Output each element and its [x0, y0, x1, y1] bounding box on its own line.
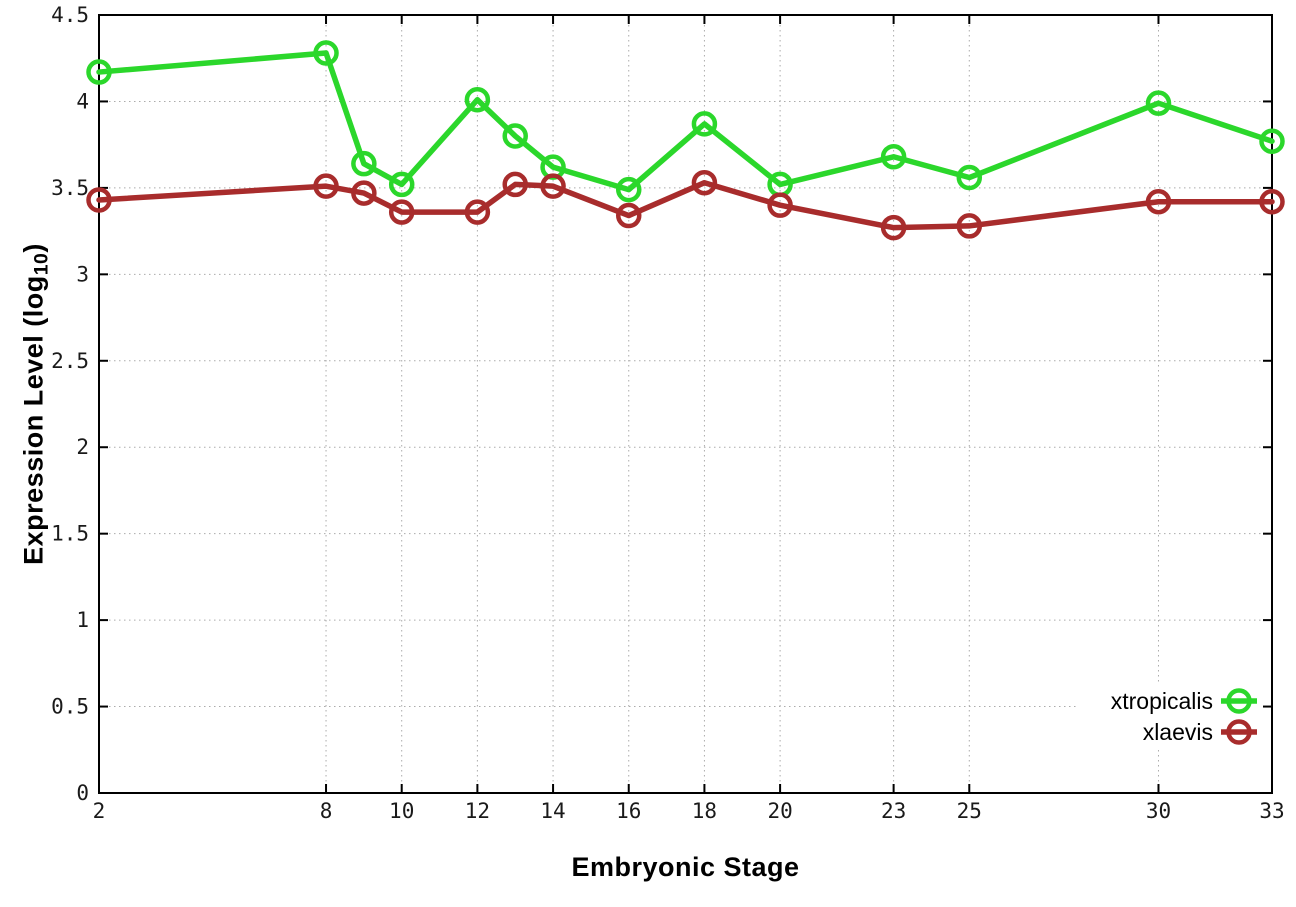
x-tick-label: 12 — [465, 799, 490, 823]
data-point-marker-xlaevis — [880, 214, 907, 241]
series-line-xlaevis — [96, 179, 1275, 231]
data-point-marker-xlaevis — [540, 173, 566, 199]
y-tick-label: 3 — [76, 262, 89, 286]
y-tick-label: 4 — [76, 89, 89, 113]
legend-label-xtropicalis: xtropicalis — [1111, 688, 1213, 714]
y-tick-label: 1.5 — [51, 522, 89, 546]
data-point-marker-xtropicalis — [86, 59, 112, 85]
data-point-marker-xtropicalis — [880, 144, 907, 170]
legend-marker-sample-xtropicalis — [1226, 688, 1252, 714]
x-tick-label: 16 — [616, 799, 641, 823]
x-tick-label: 14 — [540, 799, 565, 823]
data-point-marker-xtropicalis — [691, 111, 718, 137]
data-point-marker-xtropicalis — [615, 176, 642, 203]
data-point-marker-xtropicalis — [313, 40, 339, 66]
x-tick-label: 25 — [957, 799, 982, 823]
x-tick-label: 8 — [320, 799, 333, 823]
x-tick-label: 20 — [767, 799, 792, 823]
x-tick-label: 18 — [692, 799, 717, 823]
y-axis-title-close: ) — [18, 243, 49, 253]
data-point-marker-xlaevis — [615, 202, 642, 229]
data-point-marker-xtropicalis — [388, 171, 415, 198]
y-tick-label: 2.5 — [51, 349, 89, 373]
y-tick-label: 4.5 — [51, 3, 89, 27]
data-point-marker-xlaevis — [86, 187, 112, 213]
y-tick-label: 0 — [76, 781, 89, 805]
y-axis-title-subscript: 10 — [30, 252, 53, 276]
legend-label-xlaevis: xlaevis — [1143, 719, 1213, 745]
y-axis-title: Expression Level (log10) — [19, 243, 54, 565]
data-point-marker-xtropicalis — [1259, 128, 1285, 154]
y-tick-label: 3.5 — [51, 176, 89, 200]
legend-marker-sample-xlaevis — [1226, 719, 1252, 745]
x-tick-label: 23 — [881, 799, 906, 823]
y-axis-title-text: Expression Level (log — [18, 275, 49, 565]
data-point-marker-xtropicalis — [464, 86, 491, 113]
x-axis-title: Embryonic Stage — [571, 852, 800, 882]
data-point-marker-xlaevis — [1259, 188, 1285, 215]
data-point-marker-xlaevis — [464, 199, 491, 225]
data-point-marker-xlaevis — [691, 169, 718, 196]
data-point-marker-xlaevis — [767, 192, 793, 218]
x-tick-label: 2 — [93, 799, 106, 823]
y-tick-label: 2 — [76, 435, 89, 459]
data-point-marker-xtropicalis — [1145, 90, 1172, 116]
x-tick-label: 33 — [1259, 799, 1284, 823]
x-tick-label: 10 — [389, 799, 414, 823]
data-point-marker-xlaevis — [388, 199, 415, 225]
data-point-marker-xlaevis — [1145, 188, 1172, 215]
y-tick-label: 1 — [76, 608, 89, 632]
data-point-marker-xlaevis — [351, 180, 377, 206]
data-point-marker-xtropicalis — [956, 164, 983, 191]
data-point-marker-xlaevis — [502, 171, 528, 198]
plot-border — [98, 14, 1273, 794]
data-point-marker-xtropicalis — [502, 123, 528, 149]
data-point-marker-xlaevis — [956, 213, 983, 239]
data-point-marker-xlaevis — [313, 173, 339, 199]
data-point-marker-xtropicalis — [351, 150, 377, 177]
y-tick-label: 0.5 — [51, 695, 89, 719]
series-line-xtropicalis — [96, 50, 1275, 193]
x-tick-label: 30 — [1146, 799, 1171, 823]
